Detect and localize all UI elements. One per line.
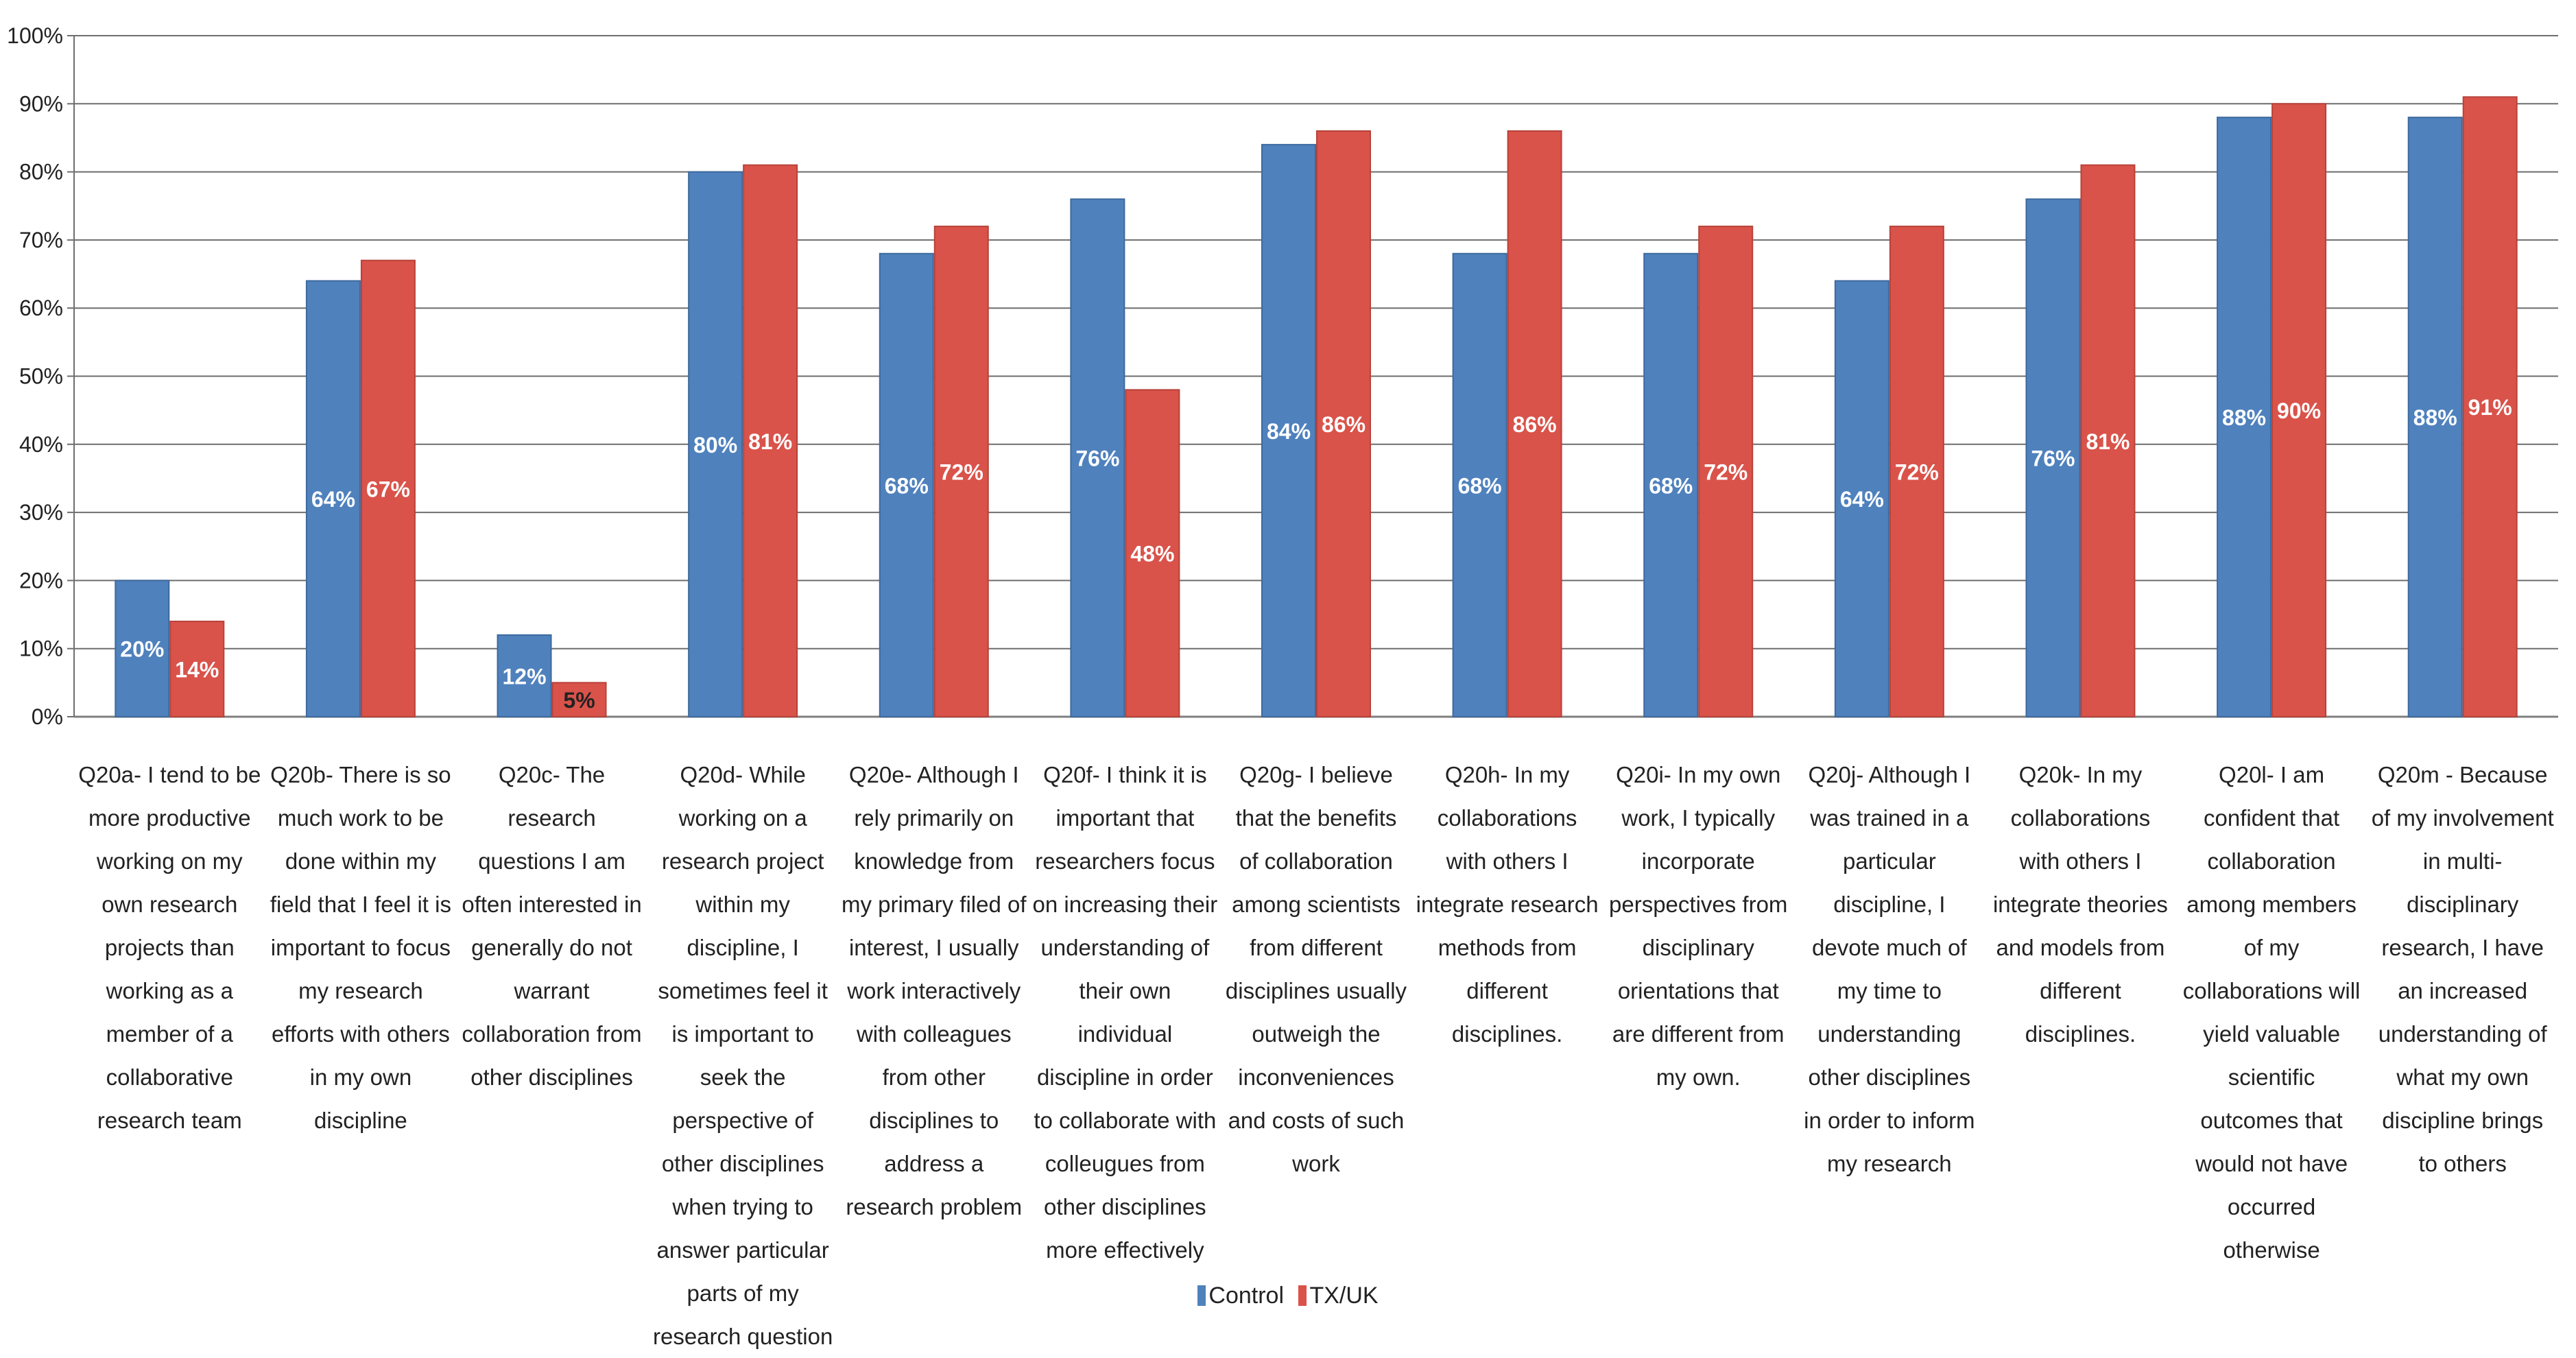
y-tick-label: 80% <box>19 160 63 184</box>
category-label: Q20a- I tend to be more productive worki… <box>78 762 261 1133</box>
chart-plot: 0% 10% 20% 30% 40% 50% 60% 70% 80% 90% 100% 20% 64% 1… <box>7 23 2558 729</box>
bar-control <box>305 280 361 718</box>
legend-label-control: Control <box>1208 1283 1285 1309</box>
data-label-txuk: 86% <box>1513 412 1557 437</box>
category-label: Q20e- Although I rely primarily on knowl… <box>841 762 1027 1219</box>
data-label-txuk: 72% <box>940 460 983 485</box>
data-label-control: 84% <box>1267 419 1311 444</box>
y-tick-label: 70% <box>19 228 63 252</box>
category-label: Q20b- There is so much work to be done w… <box>270 762 451 1133</box>
category-label: Q20l- I am confident that collaboration … <box>2182 762 2361 1263</box>
data-label-control: 76% <box>1075 446 1119 471</box>
bar-txuk <box>1507 130 1562 717</box>
y-tick-label: 60% <box>19 296 63 320</box>
bar-control <box>2025 198 2081 717</box>
data-label-txuk: 72% <box>1895 460 1939 485</box>
bar-txuk <box>551 682 607 717</box>
chart: 0% 10% 20% 30% 40% 50% 60% 70% 80% 90% 100% 20% 64% 1… <box>0 23 2576 1349</box>
bar-txuk <box>169 620 225 717</box>
category-label: Q20d- While working on a research projec… <box>652 762 833 1349</box>
y-tick-label: 50% <box>19 364 63 389</box>
bar-control <box>497 634 552 718</box>
data-label-control: 64% <box>311 487 355 512</box>
y-tick-label: 40% <box>19 432 63 457</box>
data-label-txuk: 67% <box>366 477 410 501</box>
data-label-control: 88% <box>2413 405 2457 430</box>
category-label: Q20g- I believe that the benefits of col… <box>1225 762 1407 1176</box>
bar-txuk <box>743 164 798 718</box>
bar-control <box>688 171 743 718</box>
data-label-txuk: 86% <box>1322 412 1365 437</box>
category-label: Q20f- I think it is important that resea… <box>1032 762 1218 1263</box>
bar-txuk <box>2271 103 2327 718</box>
category-label: Q20i- In my own work, I typically incorp… <box>1609 762 1788 1090</box>
y-tick-label: 30% <box>19 500 63 525</box>
y-tick-label: 100% <box>7 23 63 48</box>
bar-txuk <box>2462 96 2518 717</box>
bar-txuk <box>1316 130 1371 717</box>
category-label: Q20j- Although I was trained in a partic… <box>1804 762 1975 1176</box>
legend-item-txuk: TX/UK <box>1298 1283 1379 1309</box>
data-label-control: 12% <box>503 664 547 689</box>
data-label-txuk: 81% <box>2086 429 2130 454</box>
bar-control <box>1261 143 1316 717</box>
data-label-txuk: 81% <box>748 429 792 454</box>
data-label-txuk: 14% <box>175 657 219 682</box>
category-label: Q20h- In my collaborations with others I… <box>1416 762 1599 1047</box>
bar-control <box>115 580 170 718</box>
bar-txuk <box>1698 226 1754 718</box>
legend-label-txuk: TX/UK <box>1309 1283 1379 1309</box>
data-label-txuk: 5% <box>563 688 595 713</box>
legend-swatch-control <box>1197 1285 1206 1306</box>
data-label-control: 68% <box>1649 473 1693 498</box>
bar-txuk <box>360 259 416 717</box>
bar-control <box>2407 117 2463 718</box>
data-label-control: 68% <box>1458 473 1502 498</box>
bar-control <box>1834 280 1889 718</box>
bar-control <box>2217 117 2272 718</box>
data-label-control: 68% <box>885 473 929 498</box>
y-tick-label: 90% <box>19 91 63 116</box>
legend-swatch-txuk <box>1298 1285 1307 1306</box>
category-label: Q20m - Because of my involvement in mult… <box>2371 762 2554 1176</box>
bar-control <box>1070 198 1125 717</box>
data-label-control: 80% <box>693 433 737 457</box>
data-label-control: 20% <box>120 637 164 662</box>
data-label-txuk: 48% <box>1130 542 1174 567</box>
category-label: Q20c- The research questions I am often … <box>462 762 642 1090</box>
legend-item-control: Control <box>1197 1283 1284 1309</box>
bar-txuk <box>1125 389 1180 717</box>
data-label-txuk: 91% <box>2468 395 2512 420</box>
bar-control <box>1452 252 1507 717</box>
data-label-txuk: 90% <box>2277 398 2321 423</box>
data-label-control: 64% <box>1840 487 1884 512</box>
bar-txuk <box>933 226 989 718</box>
legend: Control TX/UK <box>0 1283 2576 1309</box>
bar-txuk <box>2080 164 2136 718</box>
y-tick-label: 20% <box>19 568 63 593</box>
bar-control <box>1643 252 1699 717</box>
data-label-control: 88% <box>2222 405 2266 430</box>
bar-txuk <box>1889 226 1944 718</box>
data-label-control: 76% <box>2031 446 2075 471</box>
bar-control <box>879 252 934 717</box>
category-label: Q20k- In my collaborations with others I… <box>1992 762 2168 1047</box>
y-tick-label: 0% <box>32 704 63 729</box>
y-tick-label: 10% <box>19 636 63 661</box>
data-label-txuk: 72% <box>1704 460 1748 485</box>
